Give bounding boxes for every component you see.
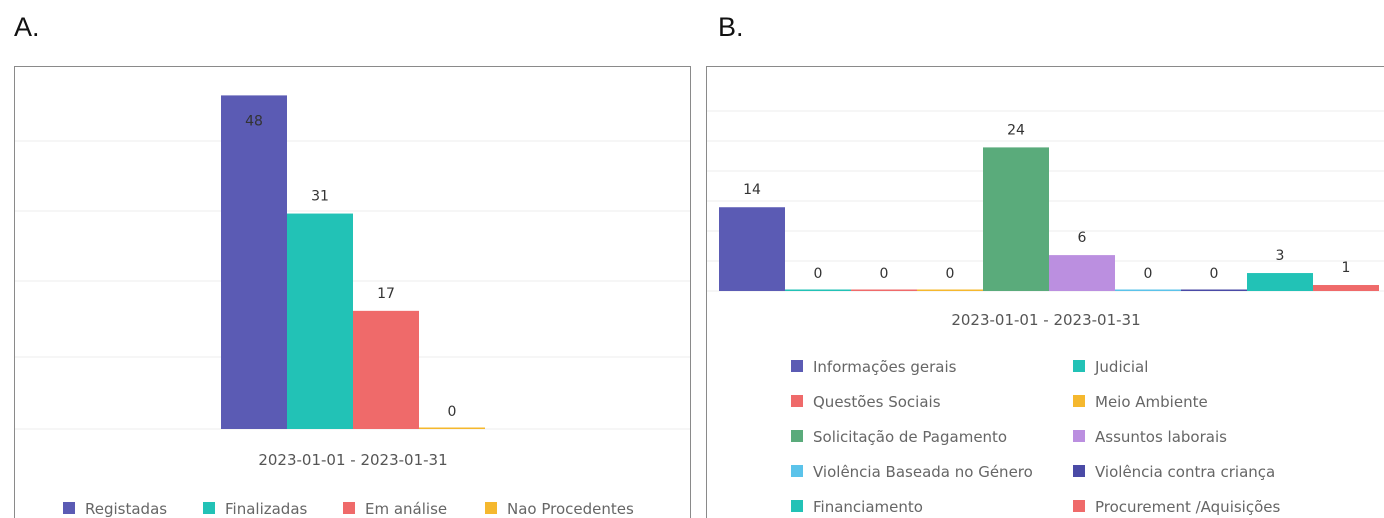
bar-1 — [221, 95, 287, 430]
data-label-2: 31 — [311, 189, 329, 205]
data-label-3: 0 — [880, 266, 889, 282]
data-label-4: 0 — [946, 266, 955, 282]
legend-label-4: Nao Procedentes — [507, 500, 634, 518]
legend-swatch-1 — [63, 502, 75, 514]
data-label-3: 17 — [377, 286, 395, 302]
legend-label-9: Financiamento — [813, 498, 923, 516]
data-label-5: 24 — [1007, 122, 1025, 138]
legend-label-2: Judicial — [1094, 358, 1148, 376]
legend-swatch-8 — [1073, 465, 1085, 477]
legend-swatch-7 — [791, 465, 803, 477]
legend-swatch-2 — [203, 502, 215, 514]
data-label-4: 0 — [448, 404, 457, 420]
legend-swatch-10 — [1073, 500, 1085, 512]
chart-b-frame: 14 0 0 0 24 6 0 0 3 1 2023-01-01 - 2023-01-31 Infor… — [706, 66, 1384, 518]
bar-2 — [785, 289, 851, 291]
legend-swatch-1 — [791, 360, 803, 372]
data-label-8: 0 — [1210, 266, 1219, 282]
legend-swatch-6 — [1073, 430, 1085, 442]
legend-label-4: Meio Ambiente — [1095, 393, 1208, 411]
data-label-1: 48 — [245, 113, 263, 129]
legend-swatch-3 — [343, 502, 355, 514]
legend-swatch-2 — [1073, 360, 1085, 372]
chart-a-frame: 48 31 17 0 2023-01-01 - 2023-01-31 Registadas… — [14, 66, 691, 518]
bar-10 — [1313, 285, 1379, 291]
legend-swatch-4 — [485, 502, 497, 514]
legend-label-7: Violência Baseada no Género — [813, 463, 1033, 481]
legend-label-1: Informações gerais — [813, 358, 957, 376]
bar-3 — [851, 289, 917, 291]
bar-7 — [1115, 289, 1181, 291]
legend-swatch-9 — [791, 500, 803, 512]
chart-b: 14 0 0 0 24 6 0 0 3 1 2023-01-01 - 2023-01-31 Infor… — [707, 110, 1384, 516]
data-label-7: 0 — [1144, 266, 1153, 282]
bar-9 — [1247, 273, 1313, 291]
legend-label-10: Procurement /Aquisições — [1095, 498, 1280, 516]
legend-label-2: Finalizadas — [225, 500, 308, 518]
legend-swatch-3 — [791, 395, 803, 407]
legend-label-6: Assuntos laborais — [1095, 428, 1227, 446]
legend-label-1: Registadas — [85, 500, 167, 518]
bar-4 — [419, 427, 485, 429]
legend-label-3: Em análise — [365, 500, 447, 518]
bar-3 — [353, 310, 419, 429]
legend-label-8: Violência contra criança — [1095, 463, 1275, 481]
bar-6 — [1049, 255, 1115, 291]
data-label-1: 14 — [743, 182, 761, 198]
x-tick-label: 2023-01-01 - 2023-01-31 — [258, 451, 447, 469]
x-tick-label: 2023-01-01 - 2023-01-31 — [951, 311, 1140, 329]
data-label-10: 1 — [1342, 260, 1351, 276]
legend-swatch-4 — [1073, 395, 1085, 407]
legend-label-3: Questões Sociais — [813, 393, 941, 411]
bar-2 — [287, 213, 353, 429]
data-label-6: 6 — [1078, 230, 1087, 246]
panel-a-label: A. — [14, 12, 40, 42]
legend-swatch-5 — [791, 430, 803, 442]
bar-8 — [1181, 289, 1247, 291]
legend-label-5: Solicitação de Pagamento — [813, 428, 1007, 446]
panel-b-label: B. — [718, 12, 744, 42]
bar-1 — [719, 207, 785, 291]
data-label-9: 3 — [1276, 248, 1285, 264]
bar-5 — [983, 147, 1049, 291]
chart-a: 48 31 17 0 2023-01-01 - 2023-01-31 Registadas… — [15, 95, 690, 518]
bar-4 — [917, 289, 983, 291]
data-label-2: 0 — [814, 266, 823, 282]
